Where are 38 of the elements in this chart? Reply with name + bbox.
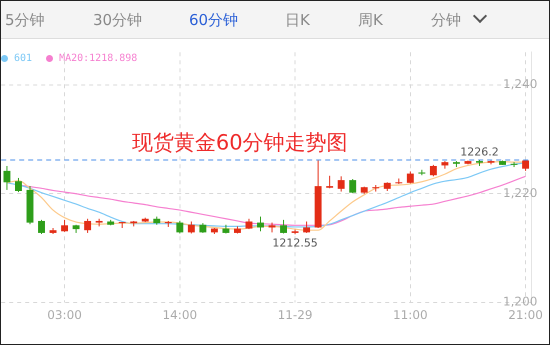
text: 分钟 <box>431 11 462 30</box>
candlestick <box>61 219 68 232</box>
candlestick <box>3 165 10 190</box>
y-tick-label: 1,200 <box>502 294 538 309</box>
text: 日K <box>285 11 310 30</box>
candlestick <box>246 218 252 230</box>
x-tick-label: 14:00 <box>162 308 198 322</box>
candlestick <box>257 216 264 232</box>
candlestick <box>15 177 22 193</box>
candlestick <box>38 219 45 235</box>
text: 30分钟 <box>93 11 142 30</box>
candlestick <box>176 220 184 234</box>
candlestick <box>338 176 345 192</box>
text: 现货黄金60分钟走势图 <box>132 130 348 155</box>
candlestick <box>188 220 195 234</box>
annotation: 1212.55 <box>272 236 318 250</box>
x-tick-label: 11-29 <box>278 308 313 322</box>
candlestick <box>268 222 276 233</box>
candlestick <box>430 164 437 177</box>
text: 周K <box>358 11 383 30</box>
x-tick-label: 11:00 <box>393 308 428 322</box>
candlestick <box>522 160 530 172</box>
x-tick-label: 21:00 <box>508 308 543 322</box>
legend-label: MA20:1218.898 <box>58 53 138 64</box>
legend-label: 601 <box>13 53 32 64</box>
x-tick-label: 03:00 <box>47 308 82 322</box>
candlestick <box>303 220 310 234</box>
y-tick-label: 1,240 <box>502 76 538 91</box>
candlestick <box>326 175 334 189</box>
text: 5分钟 <box>5 11 45 30</box>
candlestick <box>406 170 414 184</box>
y-tick-label: 1,220 <box>502 186 538 200</box>
candlestick <box>280 219 288 234</box>
annotation: 1226.2 <box>460 145 499 158</box>
text: 60分钟 <box>189 11 238 30</box>
candlestick <box>84 218 92 234</box>
candlestick <box>349 178 356 194</box>
candlestick <box>199 222 206 234</box>
